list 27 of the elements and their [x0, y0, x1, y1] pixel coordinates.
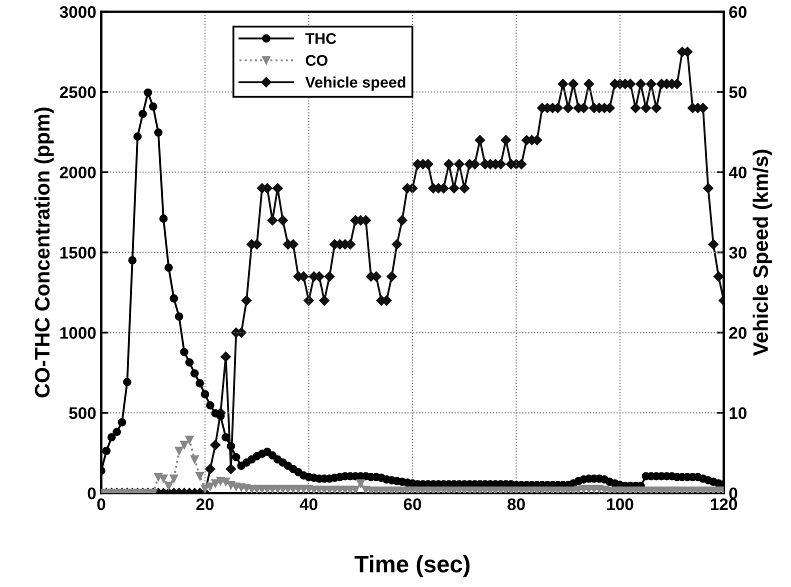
y2-tick-label: 0 — [729, 487, 738, 500]
x-tick-label: 60 — [404, 498, 422, 510]
x-tick-label: 0 — [97, 498, 106, 510]
x-tick-label: 40 — [300, 498, 318, 510]
y2-tick-label: 10 — [730, 407, 746, 420]
x-axis-title: Time (sec) — [354, 555, 470, 578]
y-tick-label: 500 — [69, 407, 96, 420]
legend-label: Vehicle speed — [305, 76, 406, 91]
x-tick-label: 100 — [607, 498, 634, 510]
y-tick-label: 1500 — [60, 246, 96, 259]
y2-tick-label: 40 — [728, 166, 746, 178]
y-tick-label: 3000 — [60, 6, 96, 18]
legend-label: CO — [306, 54, 328, 66]
y-axis-title: CO-THC Concentration (ppm) — [34, 108, 54, 398]
y2-tick-label: 30 — [729, 246, 746, 259]
y-tick-label: 0 — [88, 487, 96, 500]
x-tick-label: 20 — [196, 498, 214, 510]
y-tick-label: 1000 — [60, 327, 96, 339]
x-tick-label: 80 — [508, 498, 525, 510]
y2-axis-title: Vehicle Speed (km/s) — [752, 150, 772, 356]
y-tick-label: 2500 — [60, 86, 96, 98]
y2-tick-label: 20 — [729, 327, 746, 339]
y2-tick-label: 50 — [729, 86, 746, 98]
legend-label: THC — [305, 33, 336, 44]
x-tick-label: 120 — [710, 498, 737, 510]
y-tick-label: 2000 — [60, 166, 96, 178]
y2-tick-label: 60 — [729, 6, 746, 18]
